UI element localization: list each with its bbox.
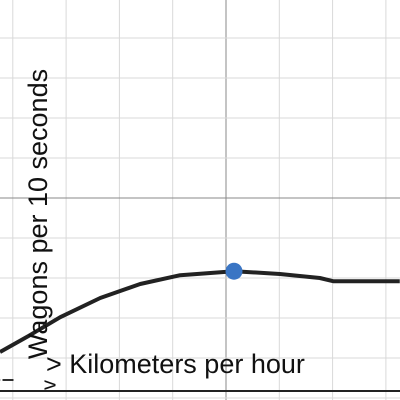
y-axis-label: Wagons per 10 seconds [23, 69, 53, 359]
label-fragment: i [0, 378, 18, 382]
curve [0, 269, 400, 354]
x-axis-label: > Kilometers per hour [46, 349, 305, 379]
label-fragment: v [38, 380, 60, 390]
point[interactable] [225, 262, 243, 280]
plot [0, 262, 400, 354]
